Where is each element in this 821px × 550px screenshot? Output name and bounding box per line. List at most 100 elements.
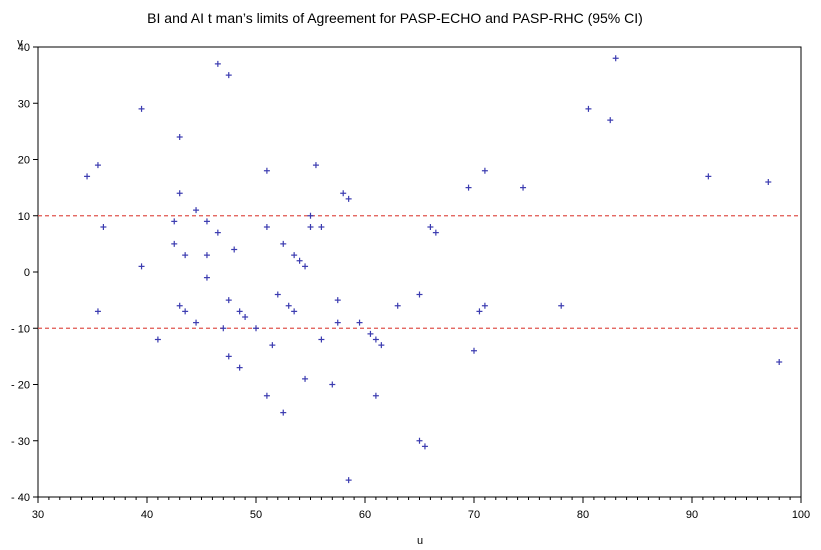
data-point bbox=[302, 263, 309, 270]
data-point bbox=[253, 325, 259, 332]
y-tick-label: - 20 bbox=[11, 380, 30, 392]
data-point bbox=[481, 167, 488, 174]
data-point bbox=[705, 173, 712, 180]
x-minor-ticks bbox=[48, 497, 791, 500]
data-point bbox=[520, 184, 527, 191]
data-point bbox=[231, 246, 238, 253]
data-point bbox=[84, 173, 91, 180]
x-tick-label: 90 bbox=[686, 509, 698, 521]
data-point bbox=[378, 342, 385, 349]
data-point bbox=[176, 302, 183, 309]
chart-title: BI and AI t man’s limits of Agreement fo… bbox=[147, 10, 643, 26]
x-tick-label: 70 bbox=[468, 509, 480, 521]
data-point bbox=[203, 274, 210, 281]
data-point bbox=[291, 308, 298, 315]
data-point bbox=[481, 302, 488, 309]
x-axis-label: u bbox=[417, 535, 423, 547]
x-tick-label: 60 bbox=[359, 509, 371, 521]
data-point bbox=[421, 443, 428, 450]
data-point bbox=[416, 437, 423, 444]
data-point bbox=[776, 359, 783, 365]
y-tick-label: 40 bbox=[18, 42, 30, 54]
data-point bbox=[340, 190, 347, 197]
data-point bbox=[100, 224, 107, 230]
plot-frame bbox=[37, 46, 802, 498]
data-point bbox=[220, 325, 227, 332]
data-point bbox=[318, 336, 325, 343]
data-point bbox=[285, 302, 292, 309]
data-point bbox=[280, 240, 287, 247]
y-tick-label: - 40 bbox=[11, 492, 30, 504]
data-point bbox=[329, 381, 336, 388]
data-point bbox=[236, 308, 243, 315]
y-tick-label: 10 bbox=[18, 211, 30, 223]
x-tick-label: 40 bbox=[141, 509, 153, 521]
data-point bbox=[263, 167, 270, 174]
data-point bbox=[302, 375, 309, 382]
data-point bbox=[269, 342, 276, 349]
data-point bbox=[203, 218, 210, 225]
data-point bbox=[171, 240, 178, 247]
data-point bbox=[367, 330, 374, 337]
data-point bbox=[225, 72, 232, 79]
data-point bbox=[182, 252, 189, 259]
data-point bbox=[214, 229, 221, 236]
y-tick-label: 30 bbox=[18, 98, 30, 110]
data-point bbox=[236, 364, 243, 371]
x-tick-label: 50 bbox=[250, 509, 262, 521]
data-point bbox=[94, 308, 101, 315]
data-point bbox=[138, 105, 145, 112]
data-point bbox=[263, 392, 270, 399]
data-point bbox=[274, 291, 281, 298]
data-point bbox=[558, 302, 565, 309]
data-point bbox=[356, 319, 363, 326]
data-point bbox=[312, 162, 319, 169]
y-tick-label: 20 bbox=[18, 155, 30, 167]
data-point bbox=[193, 319, 200, 326]
data-point bbox=[607, 117, 614, 124]
data-point bbox=[242, 314, 249, 320]
x-tick-label: 30 bbox=[32, 509, 44, 521]
data-point bbox=[263, 224, 270, 230]
y-tick-label: - 30 bbox=[11, 436, 30, 448]
data-point bbox=[296, 257, 303, 264]
data-point bbox=[476, 308, 483, 315]
data-point bbox=[471, 347, 477, 354]
data-point bbox=[427, 224, 434, 230]
data-point bbox=[171, 218, 178, 225]
data-point bbox=[182, 308, 189, 315]
data-point bbox=[585, 105, 592, 112]
data-point bbox=[334, 319, 341, 326]
data-point bbox=[432, 229, 439, 236]
data-point bbox=[176, 190, 183, 197]
data-point bbox=[345, 195, 352, 202]
data-point bbox=[372, 336, 379, 343]
data-point bbox=[307, 224, 314, 230]
y-axis-label: v bbox=[17, 37, 23, 49]
y-tick-label: 0 bbox=[24, 267, 30, 279]
data-point bbox=[394, 302, 401, 309]
data-point bbox=[372, 392, 379, 399]
data-point bbox=[94, 162, 101, 169]
data-point bbox=[765, 179, 772, 185]
x-axis-ticks: 30 40 50 60 70 80 90 100 bbox=[32, 497, 810, 521]
data-point bbox=[416, 291, 423, 298]
x-tick-label: 100 bbox=[792, 509, 810, 521]
data-point bbox=[612, 55, 619, 62]
x-tick-label: 80 bbox=[577, 509, 589, 521]
y-tick-label: - 10 bbox=[11, 323, 30, 335]
data-point bbox=[176, 134, 183, 140]
data-point bbox=[334, 297, 341, 304]
data-point bbox=[345, 477, 352, 484]
data-point bbox=[214, 60, 221, 67]
data-points bbox=[84, 55, 783, 484]
data-point bbox=[203, 252, 210, 259]
data-point bbox=[138, 263, 145, 270]
data-point bbox=[465, 184, 472, 191]
data-point bbox=[291, 252, 298, 259]
data-point bbox=[193, 207, 200, 214]
data-point bbox=[318, 224, 325, 230]
y-axis-ticks: 40 30 20 10 0 - 10 - 20 - 30 - 40 bbox=[11, 42, 38, 504]
